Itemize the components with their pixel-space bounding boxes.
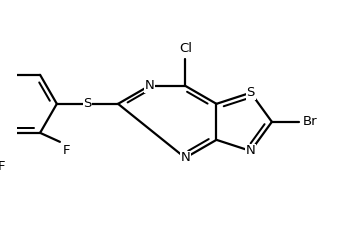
Text: S: S xyxy=(83,97,92,110)
Text: F: F xyxy=(63,144,70,157)
Text: N: N xyxy=(144,79,154,92)
Text: Cl: Cl xyxy=(179,42,192,55)
Text: N: N xyxy=(180,151,190,164)
Text: Br: Br xyxy=(303,115,317,128)
Text: F: F xyxy=(0,160,5,173)
Text: S: S xyxy=(247,86,255,99)
Text: N: N xyxy=(246,144,256,158)
